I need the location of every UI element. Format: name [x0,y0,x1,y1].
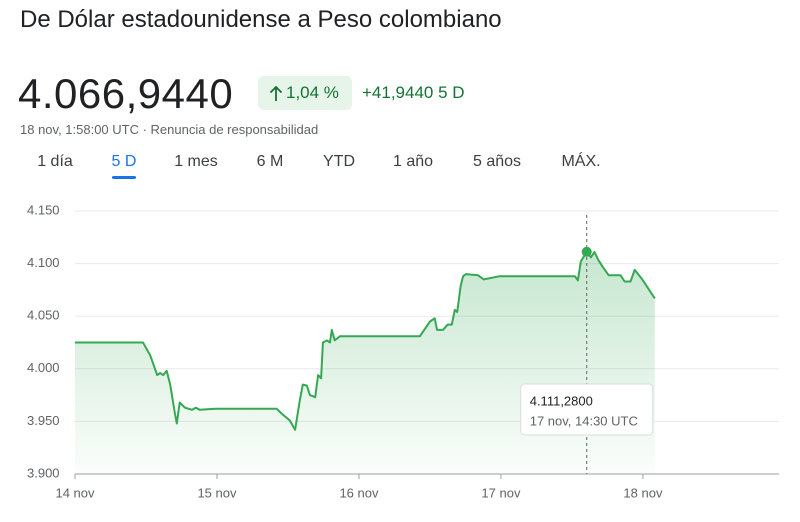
range-tab[interactable]: 5 D [111,153,137,170]
y-tick-label: 4.050 [27,308,60,323]
selected-tab-underline [111,176,137,179]
x-tick-label: 15 nov [197,485,237,500]
tooltip-date: 17 nov, 14:30 UTC [530,413,638,428]
x-tick-label: 17 nov [481,485,521,500]
range-tab[interactable]: MÁX. [561,153,601,170]
price: 4.066,9440 [18,70,234,117]
date-line: 18 nov, 1:58:00 UTC · Renuncia de respon… [20,122,319,137]
tooltip-box [520,383,654,436]
y-tick-label: 3.900 [27,465,60,480]
x-tick-label: 18 nov [623,485,663,500]
x-tick-label: 16 nov [339,485,379,500]
title: De Dólar estadounidense a Peso colombian… [20,6,502,33]
range-tab[interactable]: 1 año [392,153,434,170]
y-tick-label: 4.100 [27,255,60,270]
y-tick-label: 3.950 [27,413,60,428]
hover-point [581,246,592,257]
tooltip: 4.111,2800 17 nov, 14:30 UTC [520,383,654,436]
change-badge [258,76,352,110]
range-tab[interactable]: 5 años [472,153,522,170]
area [75,251,655,474]
tooltip-value: 4.111,2800 [530,393,593,408]
x-tick-label: 14 nov [55,485,95,500]
y-tick-label: 4.000 [27,360,60,375]
up-arrow-icon [269,86,283,101]
y-tick-label: 4.150 [27,202,60,217]
change-percent: 1,04 % [286,83,339,102]
range-tab[interactable]: 1 mes [174,153,218,170]
range-tab[interactable]: YTD [323,153,355,170]
change-value: +41,9440 5 D [362,83,465,102]
range-tab[interactable]: 6 M [256,153,284,170]
range-tab[interactable]: 1 día [37,153,73,170]
